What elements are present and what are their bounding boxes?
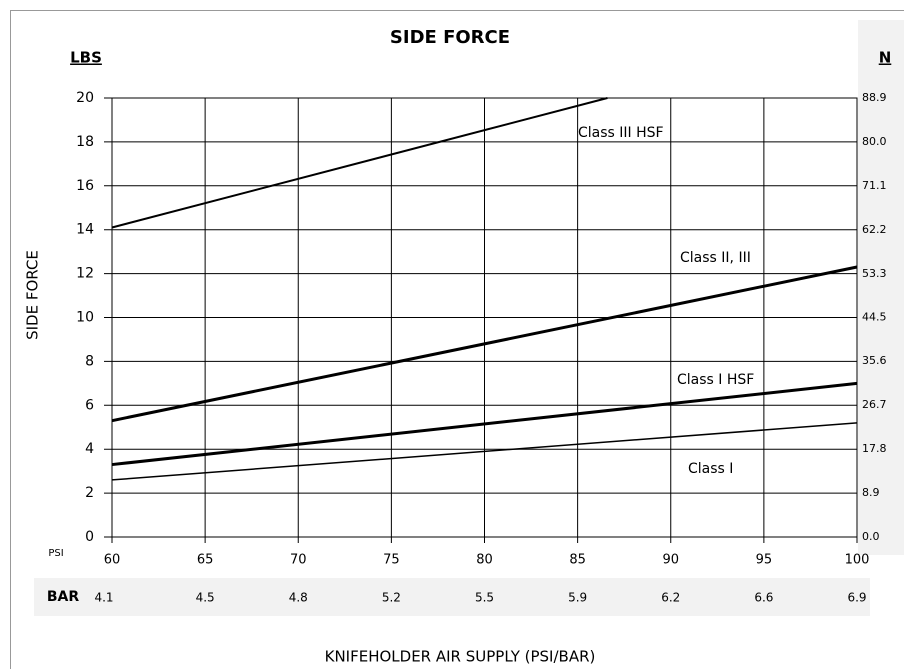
x2-unit: BAR bbox=[47, 589, 80, 605]
y2-tick-label: 8.9 bbox=[862, 486, 880, 499]
x2-tick-label: 4.5 bbox=[196, 591, 215, 605]
y-tick-label: 6 bbox=[85, 397, 94, 413]
y2-tick-label: 0.0 bbox=[862, 530, 880, 543]
plot-border bbox=[111, 97, 858, 538]
x2-tick-label: 6.2 bbox=[661, 591, 680, 605]
x-tick-label: 95 bbox=[756, 553, 773, 568]
x2-tick-label: 5.5 bbox=[475, 591, 494, 605]
x2-tick-label: 5.2 bbox=[382, 591, 401, 605]
y-tick-label: 2 bbox=[85, 485, 94, 501]
y2-tick-label: 35.6 bbox=[862, 354, 887, 367]
series-label: Class II, III bbox=[680, 250, 751, 266]
bar-row-band bbox=[34, 578, 870, 616]
y-tick-label: 16 bbox=[76, 178, 94, 194]
y2-tick-label: 88.9 bbox=[862, 91, 887, 104]
x-tick-label: 65 bbox=[197, 553, 214, 568]
x-axis-label: KNIFEHOLDER AIR SUPPLY (PSI/BAR) bbox=[325, 648, 596, 666]
y2-tick-label: 62.2 bbox=[862, 223, 887, 236]
y2-tick-label: 71.1 bbox=[862, 179, 887, 192]
x-tick-label: 100 bbox=[845, 553, 870, 568]
x2-tick-label: 5.9 bbox=[568, 591, 587, 605]
chart-title: SIDE FORCE bbox=[390, 27, 510, 48]
y2-tick-label: 80.0 bbox=[862, 135, 887, 148]
y2-unit: N bbox=[879, 49, 892, 67]
x-unit: PSI bbox=[48, 548, 63, 559]
right-axis-band bbox=[858, 20, 904, 555]
x-tick-label: 85 bbox=[569, 553, 586, 568]
y2-tick-label: 26.7 bbox=[862, 398, 887, 411]
y-tick-label: 4 bbox=[85, 441, 94, 457]
y-tick-label: 20 bbox=[76, 90, 94, 106]
y-tick-label: 10 bbox=[76, 310, 94, 326]
y-tick-label: 8 bbox=[85, 353, 94, 369]
x2-tick-label: 4.1 bbox=[94, 591, 113, 605]
y2-tick-label: 17.8 bbox=[862, 442, 887, 455]
series-line bbox=[111, 265, 858, 423]
x2-tick-label: 6.6 bbox=[754, 591, 773, 605]
y-tick-label: 18 bbox=[76, 134, 94, 150]
y-tick-label: 14 bbox=[76, 222, 94, 238]
y2-tick-label: 53.3 bbox=[862, 267, 887, 280]
y-tick-label: 12 bbox=[76, 266, 94, 282]
series-label: Class III HSF bbox=[578, 125, 664, 141]
x2-tick-label: 4.8 bbox=[289, 591, 308, 605]
y-axis-label: SIDE FORCE bbox=[24, 250, 42, 340]
y-unit: LBS bbox=[70, 49, 102, 67]
x-tick-label: 90 bbox=[662, 553, 679, 568]
series-line bbox=[111, 381, 858, 467]
series-line bbox=[111, 422, 858, 481]
series-label: Class I HSF bbox=[677, 372, 754, 388]
series-line bbox=[111, 97, 608, 229]
y2-tick-label: 44.5 bbox=[862, 310, 887, 323]
x-tick-label: 70 bbox=[290, 553, 307, 568]
x-tick-label: 60 bbox=[104, 553, 121, 568]
y-tick-label: 0 bbox=[85, 529, 94, 545]
x-tick-label: 75 bbox=[383, 553, 400, 568]
series-label: Class I bbox=[688, 461, 733, 477]
x2-tick-label: 6.9 bbox=[847, 591, 866, 605]
frame bbox=[10, 10, 904, 669]
x-tick-label: 80 bbox=[476, 553, 493, 568]
